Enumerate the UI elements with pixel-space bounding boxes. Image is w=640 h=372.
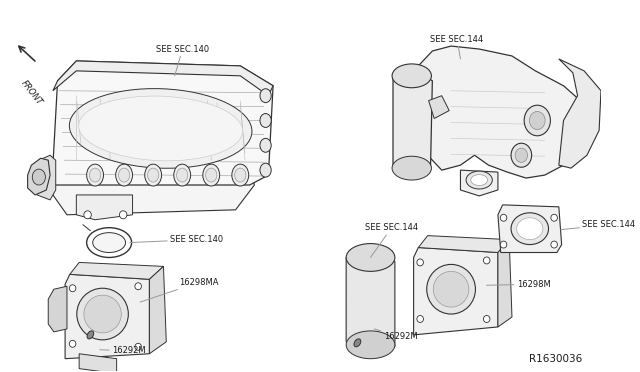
Polygon shape [53, 61, 273, 96]
Polygon shape [498, 205, 562, 253]
Ellipse shape [433, 271, 469, 307]
Ellipse shape [260, 113, 271, 128]
Ellipse shape [148, 168, 159, 182]
Polygon shape [53, 61, 273, 185]
Ellipse shape [84, 211, 92, 219]
Ellipse shape [524, 105, 550, 136]
Text: 16298MA: 16298MA [140, 278, 219, 302]
Ellipse shape [87, 331, 93, 339]
Ellipse shape [260, 163, 271, 177]
Polygon shape [79, 354, 116, 372]
Ellipse shape [203, 164, 220, 186]
Ellipse shape [417, 315, 424, 323]
Polygon shape [460, 170, 498, 196]
Text: SEE SEC.140: SEE SEC.140 [156, 45, 209, 76]
Text: FRONT: FRONT [19, 79, 44, 107]
Ellipse shape [471, 174, 488, 186]
Ellipse shape [116, 164, 132, 186]
Polygon shape [559, 59, 601, 168]
Ellipse shape [174, 164, 191, 186]
Ellipse shape [118, 168, 130, 182]
Ellipse shape [511, 213, 548, 244]
Ellipse shape [529, 112, 545, 129]
Ellipse shape [84, 295, 122, 333]
Polygon shape [393, 69, 433, 175]
Ellipse shape [69, 340, 76, 347]
Polygon shape [413, 247, 498, 335]
Ellipse shape [79, 96, 243, 161]
Ellipse shape [235, 168, 246, 182]
Text: 16292M: 16292M [100, 346, 145, 355]
Ellipse shape [483, 315, 490, 323]
Ellipse shape [32, 169, 45, 185]
Ellipse shape [500, 241, 507, 248]
Ellipse shape [551, 241, 557, 248]
Ellipse shape [205, 168, 217, 182]
Text: SEE SEC.144: SEE SEC.144 [561, 220, 636, 230]
Ellipse shape [93, 232, 125, 253]
Ellipse shape [346, 331, 395, 359]
Ellipse shape [483, 257, 490, 264]
Ellipse shape [346, 244, 395, 271]
Ellipse shape [392, 64, 431, 88]
Ellipse shape [516, 218, 543, 240]
Ellipse shape [417, 259, 424, 266]
Polygon shape [419, 235, 509, 253]
Ellipse shape [354, 339, 361, 347]
Ellipse shape [260, 89, 271, 103]
Polygon shape [76, 195, 132, 220]
Ellipse shape [90, 168, 100, 182]
Ellipse shape [392, 156, 431, 180]
Polygon shape [498, 240, 512, 327]
Polygon shape [413, 46, 584, 178]
Ellipse shape [135, 283, 141, 290]
Ellipse shape [135, 343, 141, 350]
Ellipse shape [427, 264, 476, 314]
Ellipse shape [69, 285, 76, 292]
Ellipse shape [511, 143, 532, 167]
Polygon shape [28, 158, 50, 195]
Ellipse shape [466, 171, 492, 189]
Polygon shape [346, 257, 395, 347]
Polygon shape [48, 286, 67, 332]
Ellipse shape [69, 89, 252, 168]
Ellipse shape [232, 164, 249, 186]
Polygon shape [65, 274, 149, 359]
Text: R1630036: R1630036 [529, 354, 582, 364]
Ellipse shape [500, 214, 507, 221]
Ellipse shape [86, 228, 132, 257]
Text: SEE SEC.144: SEE SEC.144 [365, 223, 418, 257]
Ellipse shape [177, 168, 188, 182]
Text: 16292M: 16292M [374, 329, 417, 341]
Ellipse shape [77, 288, 129, 340]
Polygon shape [149, 266, 166, 354]
Polygon shape [70, 262, 163, 279]
Polygon shape [53, 165, 254, 215]
Text: SEE SEC.144: SEE SEC.144 [431, 35, 484, 59]
Ellipse shape [260, 138, 271, 152]
Polygon shape [34, 155, 56, 200]
Text: SEE SEC.140: SEE SEC.140 [130, 235, 223, 244]
Ellipse shape [86, 164, 104, 186]
Text: 16298M: 16298M [486, 280, 550, 289]
Ellipse shape [515, 148, 527, 162]
Polygon shape [429, 96, 449, 119]
Ellipse shape [120, 211, 127, 219]
Ellipse shape [551, 214, 557, 221]
Ellipse shape [145, 164, 161, 186]
